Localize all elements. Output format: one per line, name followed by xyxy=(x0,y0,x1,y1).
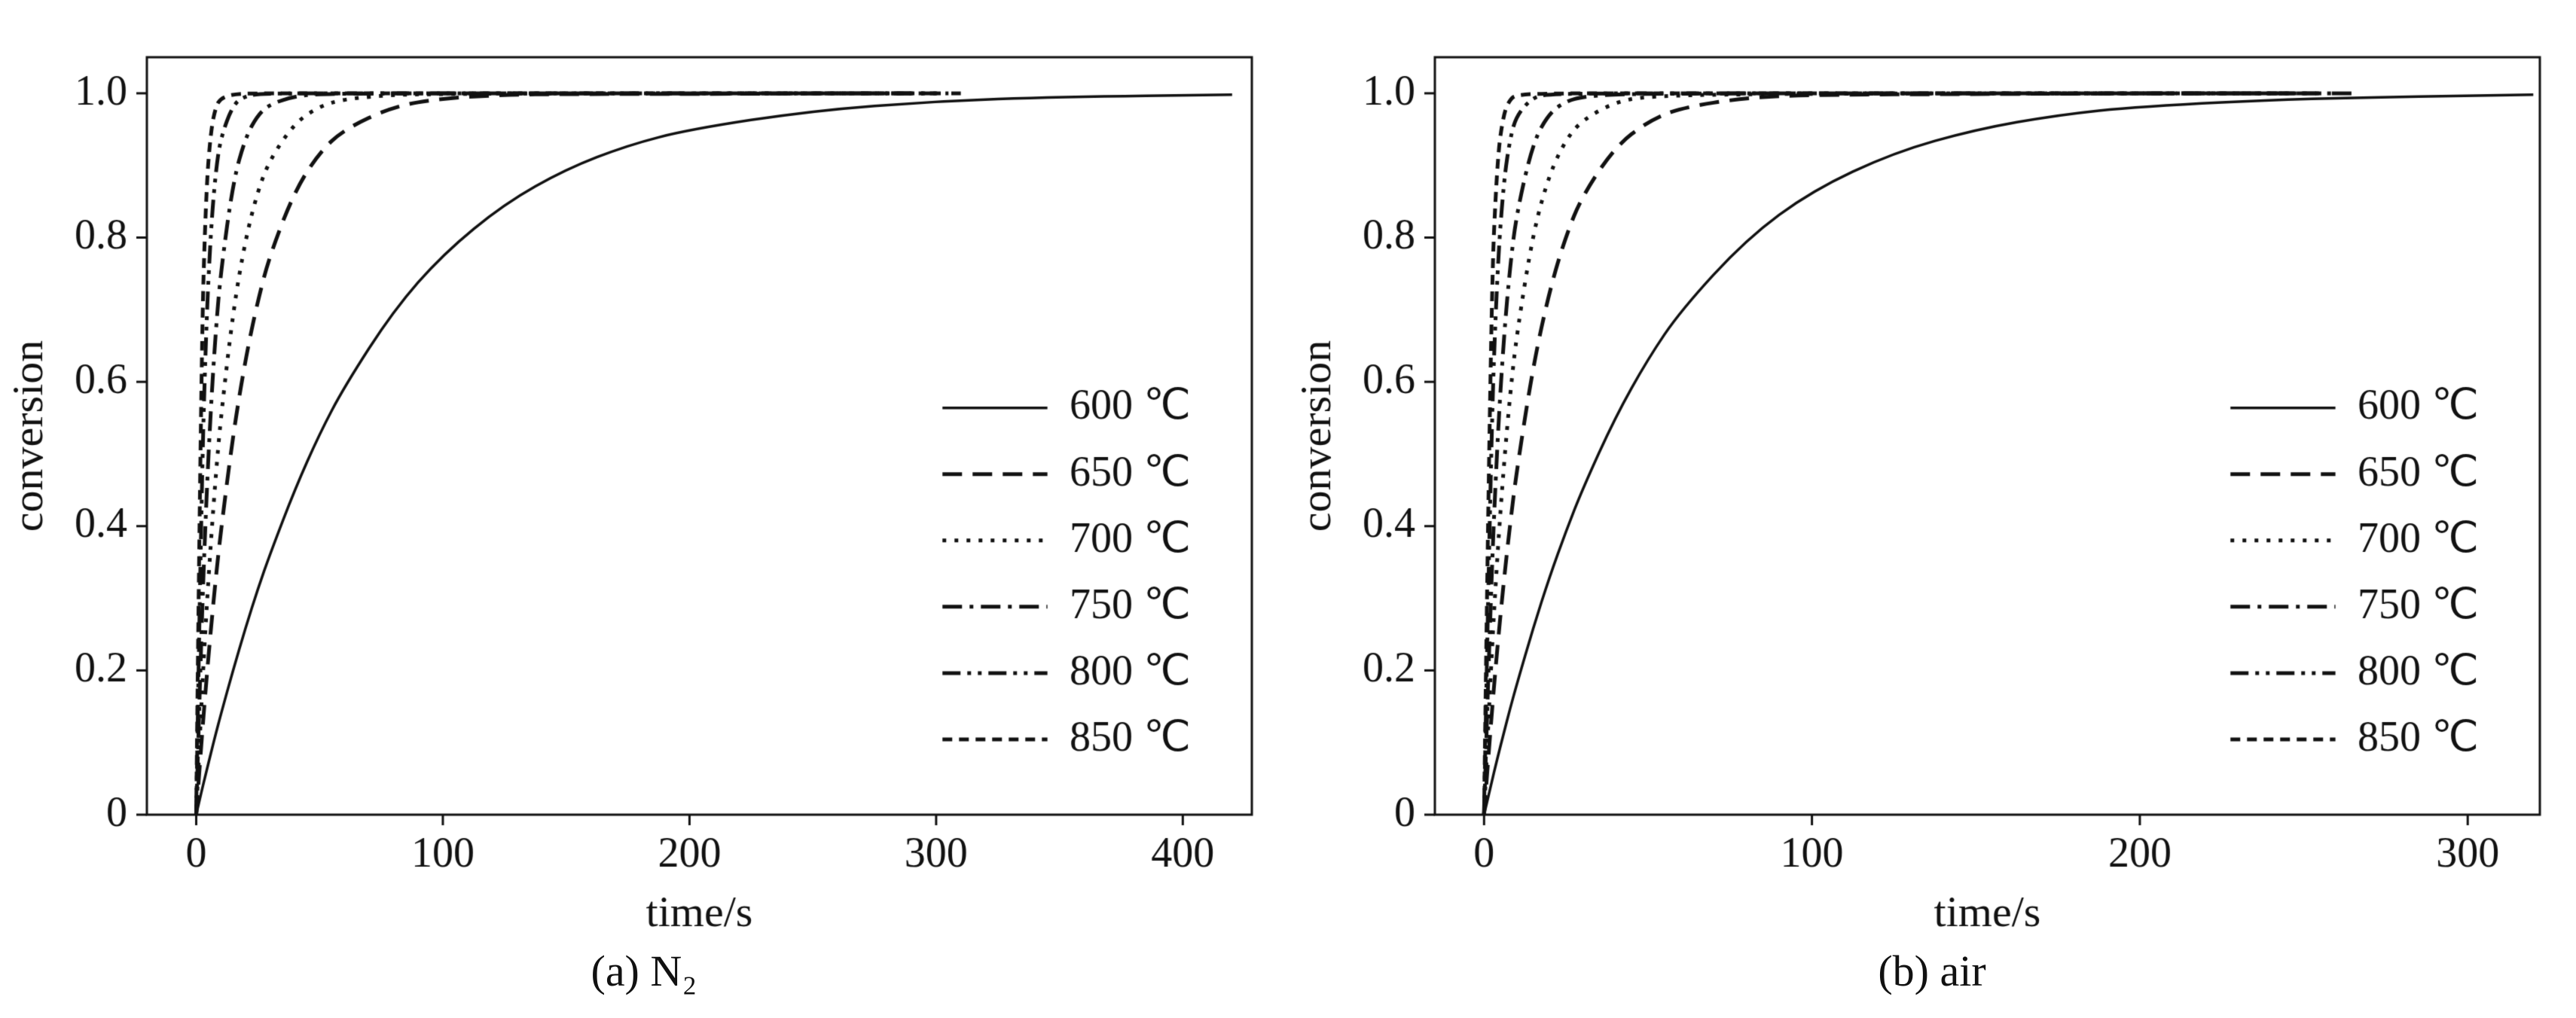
dual-chart-figure: (a) N₂ (b) air xyxy=(0,11,2576,995)
chart-panel-a: (a) N₂ xyxy=(0,11,1288,995)
chart-a-caption: (a) N₂ xyxy=(591,946,697,995)
chart-a-canvas xyxy=(0,11,1288,937)
chart-b-canvas xyxy=(1288,11,2576,937)
chart-panel-b: (b) air xyxy=(1288,11,2576,995)
chart-b-caption: (b) air xyxy=(1878,946,1986,995)
